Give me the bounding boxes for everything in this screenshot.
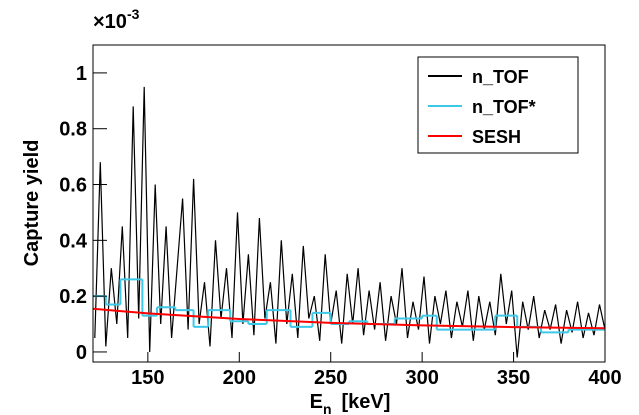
- y-tick-label: 0: [76, 342, 87, 364]
- x-tick-label: 250: [314, 367, 347, 389]
- x-tick-label: 200: [223, 367, 256, 389]
- y-tick-label: 0.2: [59, 286, 87, 308]
- y-tick-label: 1: [76, 63, 87, 85]
- y-tick-label: 0.4: [59, 230, 88, 252]
- y-multiplier: ×10-3: [93, 6, 140, 33]
- y-multiplier-base: ×10: [93, 11, 127, 33]
- x-axis-label: En [keV]: [310, 391, 391, 415]
- axes: 0 0.2 0.4 0.6 0.8 1 150 200 250 300 350 400: [59, 63, 622, 389]
- x-tick-label: 150: [131, 367, 164, 389]
- frame: [92, 44, 606, 363]
- x-tick-label: 300: [405, 367, 438, 389]
- plot-area: [93, 86, 605, 358]
- x-tick-label: 350: [497, 367, 530, 389]
- series-line: [94, 86, 605, 358]
- x-label-unit: [keV]: [342, 391, 391, 413]
- legend: n_TOF n_TOF* SESH: [417, 56, 579, 154]
- y-axis-label: Capture yield: [21, 140, 43, 267]
- y-tick-label: 0.6: [59, 175, 87, 197]
- x-label-main: E: [310, 391, 323, 413]
- x-label-sub: n: [323, 401, 332, 415]
- legend-label: n_TOF: [472, 67, 529, 87]
- legend-label: SESH: [472, 127, 521, 147]
- legend-label: n_TOF*: [472, 97, 536, 117]
- y-multiplier-exp: -3: [127, 6, 140, 22]
- y-tick-label: 0.8: [59, 119, 87, 141]
- series-line: [93, 307, 605, 330]
- x-tick-label: 400: [588, 367, 621, 389]
